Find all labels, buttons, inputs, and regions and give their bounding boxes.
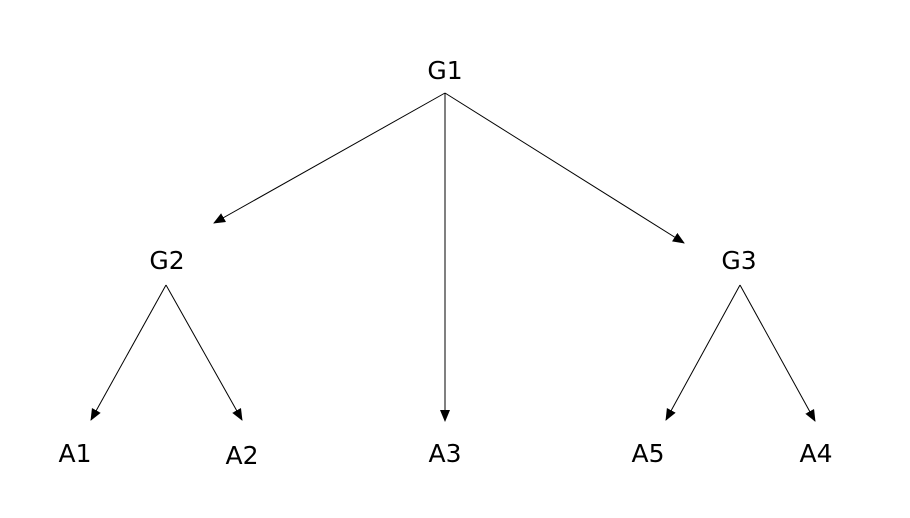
node-g1: G1: [427, 56, 462, 85]
node-g3: G3: [721, 246, 756, 275]
edge-g1-g3: [444, 92, 685, 244]
node-a3: A3: [428, 439, 461, 468]
edge-g1-g2: [213, 92, 446, 224]
edge-g3-a5: [665, 284, 741, 421]
edge-g3-a4: [739, 284, 816, 422]
node-g2: G2: [149, 246, 184, 275]
node-a4: A4: [799, 439, 832, 468]
node-a2: A2: [225, 441, 258, 470]
edge-g2-a1: [90, 284, 167, 421]
node-a1: A1: [58, 439, 91, 468]
node-a5: A5: [631, 439, 664, 468]
edge-g2-a2: [165, 284, 243, 421]
